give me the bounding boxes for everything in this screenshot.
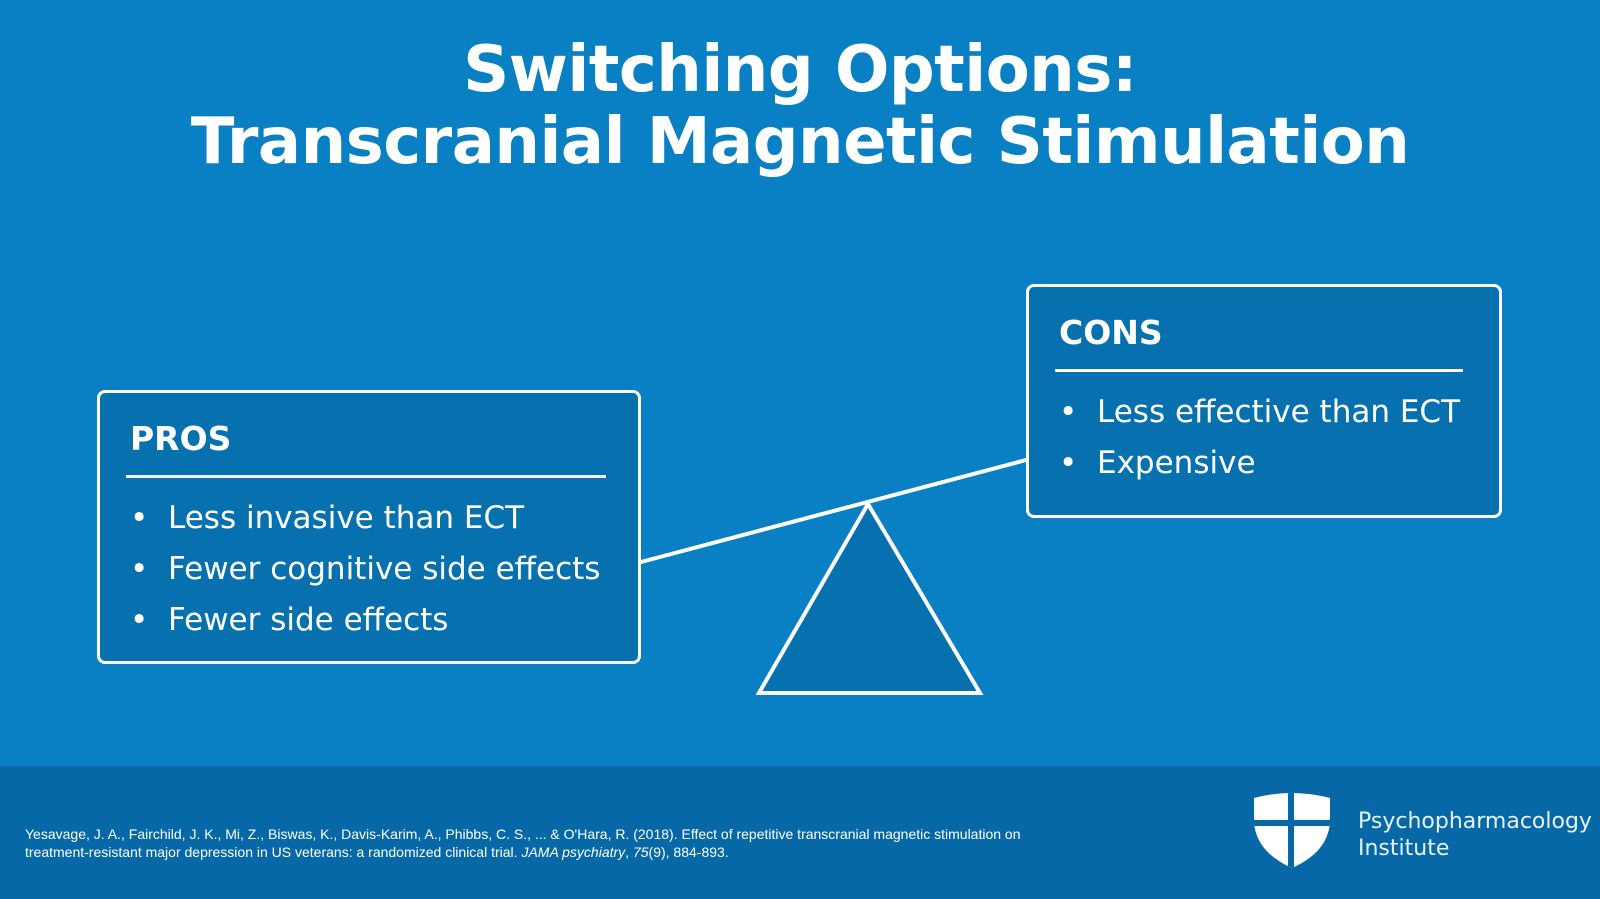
citation-text: Yesavage, J. A., Fairchild, J. K., Mi, Z…: [25, 826, 1021, 860]
bullet: •: [130, 551, 149, 587]
slide-title-line-1: Switching Options:: [463, 33, 1137, 107]
balance-scale: [639, 458, 1028, 695]
citation-volume: 75: [632, 844, 649, 860]
citation-pages: (9), 884-893.: [648, 844, 729, 860]
shield-icon: [1254, 793, 1330, 868]
pros-list: • Less invasive than ECT • Fewer cognitive…: [130, 493, 600, 646]
bullet: •: [130, 500, 149, 536]
footer-bar: Yesavage, J. A., Fairchild, J. K., Mi, Z…: [0, 766, 1600, 899]
pros-item-label: Fewer side effects: [168, 602, 449, 638]
pros-item-label: Less invasive than ECT: [168, 500, 525, 536]
citation: Yesavage, J. A., Fairchild, J. K., Mi, Z…: [25, 826, 1021, 860]
list-item: • Fewer cognitive side effects: [130, 544, 600, 595]
bullet: •: [1059, 445, 1078, 481]
cons-heading: CONS: [1059, 313, 1163, 352]
slide-title: Switching Options: Transcranial Magnetic…: [0, 34, 1600, 178]
cons-box: CONS • Less effective than ECT • Expensive: [1026, 284, 1502, 518]
scale-fulcrum: [755, 500, 984, 695]
list-item: • Fewer side effects: [130, 595, 600, 646]
pros-heading: PROS: [130, 419, 232, 458]
list-item: • Expensive: [1059, 438, 1460, 489]
list-item: • Less effective than ECT: [1059, 387, 1460, 438]
citation-journal: JAMA psychiatry: [521, 844, 626, 860]
logo-line-2: Institute: [1358, 836, 1450, 861]
cons-item-label: Less effective than ECT: [1097, 394, 1461, 430]
logo-text: Psychopharmacology Institute: [1358, 808, 1592, 862]
bullet: •: [1059, 394, 1078, 430]
list-item: • Less invasive than ECT: [130, 493, 600, 544]
pros-item-label: Fewer cognitive side effects: [168, 551, 601, 587]
slide-title-line-2: Transcranial Magnetic Stimulation: [190, 105, 1410, 179]
bullet: •: [130, 602, 149, 638]
cons-item-label: Expensive: [1097, 445, 1256, 481]
cons-list: • Less effective than ECT • Expensive: [1059, 387, 1460, 489]
pros-box: PROS • Less invasive than ECT • Fewer cogn…: [97, 390, 641, 664]
scale-beam: [639, 458, 1028, 564]
pros-divider: [126, 475, 606, 478]
cons-divider: [1055, 369, 1463, 372]
logo-line-1: Psychopharmacology: [1358, 809, 1592, 834]
